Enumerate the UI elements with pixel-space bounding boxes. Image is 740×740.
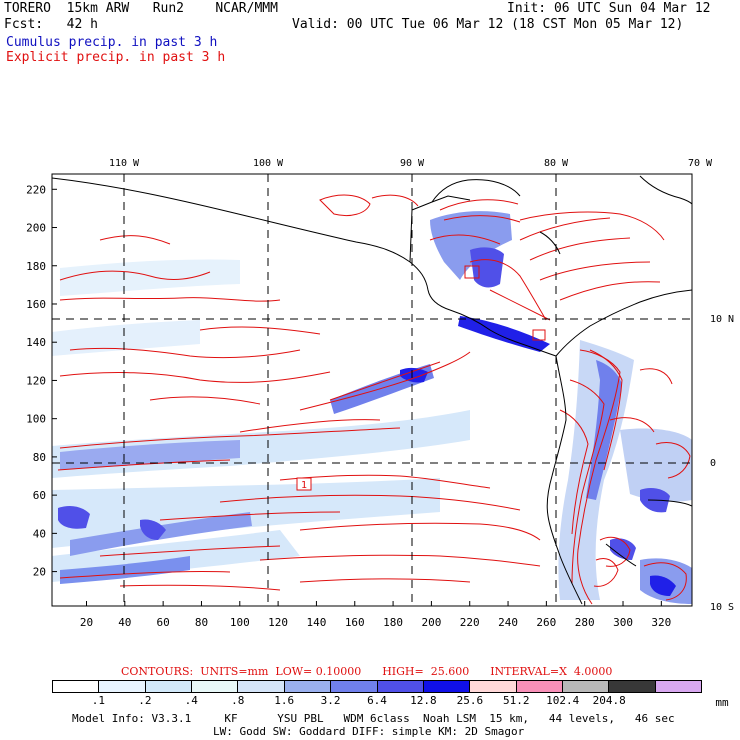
- x-index-label: 160: [345, 616, 365, 629]
- y-index-label: 200: [26, 222, 46, 235]
- legend-swatch: [53, 681, 100, 692]
- map-frame: [51, 173, 693, 607]
- lat-label-0: 0: [710, 458, 716, 469]
- lat-label-10s: 10 S: [710, 602, 734, 613]
- axis-ticks: [52, 188, 662, 606]
- legend-swatch: [284, 681, 332, 692]
- legend-swatch: [377, 681, 424, 692]
- x-index-label: 20: [80, 616, 93, 629]
- lon-label-80w: 80 W: [544, 158, 569, 169]
- y-index-label: 60: [33, 489, 46, 502]
- y-index-label: 80: [33, 451, 46, 464]
- x-index-label: 280: [575, 616, 595, 629]
- cumulus-precip-label: Cumulus precip. in past 3 h: [6, 35, 218, 50]
- init-time: Init: 06 UTC Sun 04 Mar 12: [507, 1, 711, 16]
- legend-label: .8: [231, 694, 245, 707]
- y-index-label: 220: [26, 183, 46, 196]
- lat-label-10n: 10 N: [710, 314, 734, 325]
- physics-info-line: LW: Godd SW: Goddard DIFF: simple KM: 2D…: [213, 725, 525, 738]
- explicit-precip-contours: [57, 194, 691, 605]
- x-index-label: 320: [651, 616, 671, 629]
- legend-swatch: [609, 681, 656, 692]
- legend-swatch: [423, 681, 471, 692]
- station-box-3: [532, 329, 546, 341]
- legend-label: 1.6: [274, 694, 295, 707]
- y-index-label: 20: [33, 566, 46, 579]
- station-box-label: 1: [301, 480, 307, 491]
- model-title: TORERO 15km ARW Run2 NCAR/MMM: [4, 1, 278, 16]
- legend-label: 51.2: [503, 694, 530, 707]
- x-index-label: 40: [118, 616, 131, 629]
- legend-label: 12.8: [410, 694, 437, 707]
- station-box-2: [464, 265, 480, 279]
- y-index-label: 120: [26, 374, 46, 387]
- legend-label: 25.6: [456, 694, 484, 707]
- x-index-label: 100: [230, 616, 250, 629]
- lon-label-100w: 100 W: [253, 158, 284, 169]
- legend-swatch: [192, 681, 239, 692]
- legend-swatch: [655, 681, 702, 692]
- lon-label-110w: 110 W: [109, 158, 140, 169]
- x-index-label: 240: [498, 616, 518, 629]
- legend-label: .2: [138, 694, 152, 707]
- y-index-label: 180: [26, 260, 46, 273]
- y-index-labels: 220 200 180 160 140 120 100 80 60 40 20: [26, 183, 46, 578]
- x-index-label: 140: [306, 616, 326, 629]
- y-index-label: 140: [26, 336, 46, 349]
- legend-label: 204.8: [592, 694, 626, 707]
- legend-swatch: [331, 681, 378, 692]
- legend-label: 6.4: [367, 694, 387, 707]
- station-box: [296, 477, 312, 491]
- legend-swatch: [99, 681, 146, 692]
- y-index-label: 100: [26, 413, 46, 426]
- legend-label: .1: [91, 694, 106, 707]
- legend-swatch: [562, 681, 610, 692]
- legend-label: 3.2: [320, 694, 341, 707]
- graticule: [52, 174, 692, 606]
- x-index-label: 120: [268, 616, 288, 629]
- forecast-hour: Fcst: 42 h: [4, 17, 98, 32]
- x-index-label: 260: [536, 616, 556, 629]
- legend-label: .4: [184, 694, 198, 707]
- lon-label-70w: 70 W: [688, 158, 713, 169]
- x-index-label: 300: [613, 616, 633, 629]
- legend-swatch: [470, 681, 517, 692]
- model-info-line: Model Info: V3.3.1 KF YSU PBL WDM 6class…: [72, 712, 675, 725]
- coastline: [52, 175, 692, 605]
- x-index-labels: 20 40 60 80 100 120 140 160 180 200 220 240 260 280 30…: [80, 616, 671, 629]
- legend-unit: mm: [715, 696, 729, 709]
- x-index-label: 180: [383, 616, 403, 629]
- explicit-precip-label: Explicit precip. in past 3 h: [6, 50, 226, 65]
- x-index-label: 60: [157, 616, 170, 629]
- valid-time: Valid: 00 UTC Tue 06 Mar 12 (18 CST Mon …: [292, 17, 684, 32]
- contours-info: CONTOURS: UNITS=mm LOW= 0.10000 HIGH= 25…: [121, 665, 613, 678]
- legend-swatch: [238, 681, 285, 692]
- x-index-label: 80: [195, 616, 208, 629]
- x-index-label: 200: [421, 616, 441, 629]
- legend-swatch: [516, 681, 563, 692]
- x-index-label: 220: [460, 616, 480, 629]
- lon-label-90w: 90 W: [400, 158, 425, 169]
- legend-label: 102.4: [546, 694, 580, 707]
- y-index-label: 160: [26, 298, 46, 311]
- legend-swatch: [145, 681, 193, 692]
- color-legend: [52, 680, 702, 693]
- y-index-label: 40: [33, 527, 46, 540]
